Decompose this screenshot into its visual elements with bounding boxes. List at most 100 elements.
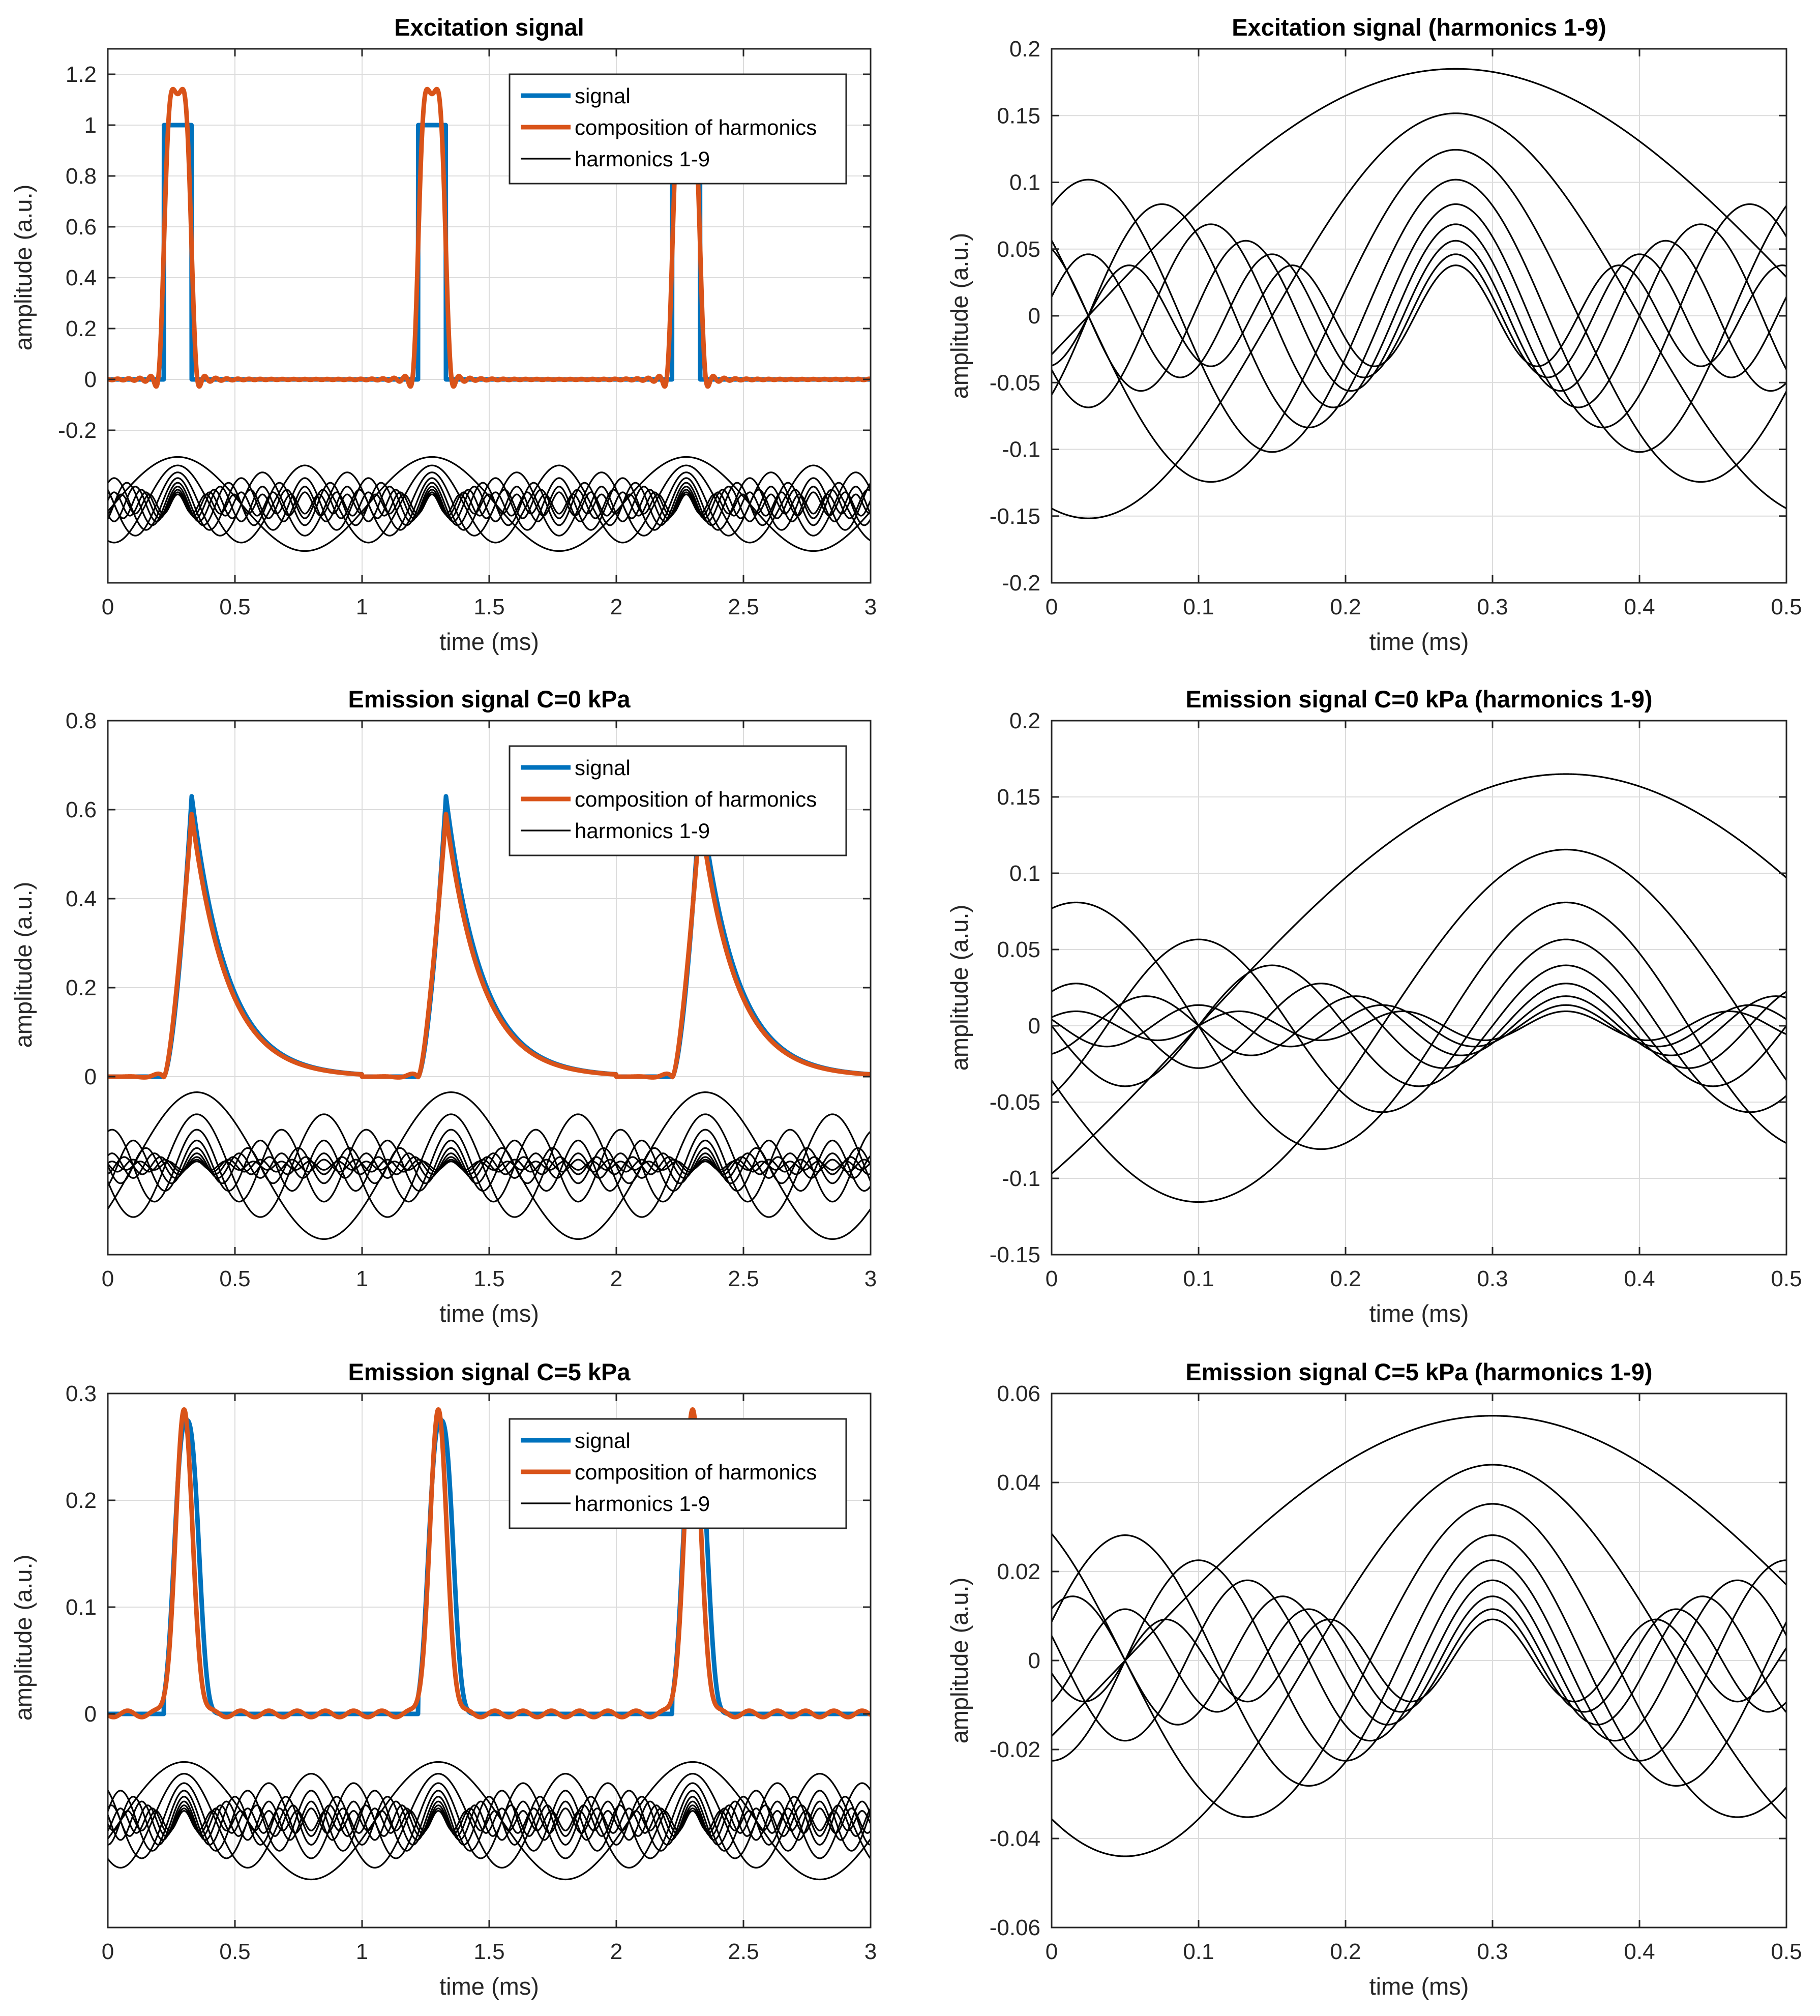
x-tick-label: 0.4 bbox=[1624, 595, 1655, 619]
harmonic-line-5 bbox=[1052, 1559, 1786, 1762]
legend-entry-3: harmonics 1-9 bbox=[575, 147, 710, 171]
harmonic-line-7 bbox=[1052, 1595, 1786, 1726]
legend: signal composition of harmonics harmonics … bbox=[509, 745, 847, 856]
x-tick-label: 0.4 bbox=[1624, 1266, 1655, 1291]
series-group bbox=[1052, 68, 1786, 519]
harmonic-line-2 bbox=[108, 1113, 871, 1218]
x-tick-label: 0.1 bbox=[1183, 1939, 1214, 1964]
y-tick-label: 0.05 bbox=[997, 937, 1040, 962]
x-tick-label: 0.3 bbox=[1477, 1266, 1508, 1291]
harmonic-line-1 bbox=[1052, 773, 1786, 1175]
legend-entry-2: composition of harmonics bbox=[575, 787, 817, 811]
harmonic-line-1 bbox=[1052, 68, 1786, 355]
y-axis-label: amplitude (a.u.) bbox=[946, 233, 973, 399]
harmonic-line-2 bbox=[1052, 112, 1786, 519]
harmonic-line-5 bbox=[108, 1796, 871, 1846]
y-tick-label: 0.1 bbox=[1009, 861, 1040, 886]
harmonic-line-9 bbox=[1052, 264, 1786, 367]
x-tick-label: 0 bbox=[1046, 1266, 1058, 1291]
x-axis-label: time (ms) bbox=[439, 1300, 539, 1327]
harmonic-line-7 bbox=[108, 489, 871, 519]
harmonic-line-6 bbox=[108, 486, 871, 522]
y-tick-label: -0.15 bbox=[990, 1242, 1040, 1267]
y-tick-label: -0.06 bbox=[990, 1915, 1040, 1940]
x-tick-label: 0.3 bbox=[1477, 595, 1508, 619]
legend-entry-1: signal bbox=[575, 756, 631, 780]
x-tick-label: 0.5 bbox=[219, 1266, 250, 1291]
x-tick-label: 1.5 bbox=[473, 1266, 504, 1291]
chart-title: Emission signal C=0 kPa (harmonics 1-9) bbox=[1185, 686, 1652, 713]
y-tick-label: 0 bbox=[84, 1064, 97, 1089]
x-tick-label: 2.5 bbox=[728, 595, 759, 619]
chart-6: 0 0.1 0.2 0.3 0.4 0.5 -0.06 -0.04 -0.02 0 0.02 0.04… bbox=[946, 1358, 1802, 2000]
chart-2: 0 0.1 0.2 0.3 0.4 0.5 -0.2 -0.15 -0.1 -0.05 0 0.05 0… bbox=[946, 14, 1802, 655]
series-group bbox=[1052, 1415, 1786, 1857]
y-tick-label: 0.2 bbox=[1009, 708, 1040, 733]
x-tick-label: 0.2 bbox=[1330, 1939, 1361, 1964]
chart-title: Emission signal C=0 kPa bbox=[348, 686, 631, 713]
harmonic-line-3 bbox=[108, 471, 871, 537]
harmonic-line-4 bbox=[1052, 938, 1786, 1113]
y-tick-label: 0.2 bbox=[66, 1488, 97, 1513]
harmonic-line-4 bbox=[108, 477, 871, 531]
y-tick-label: 0.15 bbox=[997, 785, 1040, 810]
x-tick-label: 0 bbox=[1046, 595, 1058, 619]
harmonic-line-7 bbox=[108, 1804, 871, 1837]
y-axis-label: amplitude (a.u.) bbox=[946, 1578, 973, 1744]
x-tick-label: 0.3 bbox=[1477, 1939, 1508, 1964]
y-tick-label: -0.02 bbox=[990, 1737, 1040, 1762]
y-tick-label: 0.2 bbox=[1009, 37, 1040, 62]
harmonic-line-9 bbox=[108, 1161, 871, 1171]
chart-4: 0 0.1 0.2 0.3 0.4 0.5 -0.15 -0.1 -0.05 0 0.05 0.1 0.… bbox=[946, 686, 1802, 1327]
y-tick-label: -0.1 bbox=[1002, 1166, 1040, 1191]
y-axis-label: amplitude (a.u.) bbox=[10, 185, 37, 351]
y-tick-label: -0.05 bbox=[990, 370, 1040, 395]
harmonic-line-1 bbox=[108, 1091, 871, 1240]
x-axis-label: time (ms) bbox=[1369, 1300, 1469, 1327]
y-tick-label: 0.02 bbox=[997, 1559, 1040, 1584]
chart-title: Excitation signal bbox=[394, 14, 584, 41]
y-tick-label: 0 bbox=[1028, 304, 1040, 329]
x-axis-label: time (ms) bbox=[439, 1973, 539, 2000]
y-tick-label: 0.04 bbox=[997, 1470, 1040, 1495]
x-tick-label: 2.5 bbox=[728, 1266, 759, 1291]
y-tick-label: -0.15 bbox=[990, 504, 1040, 529]
x-tick-label: 1 bbox=[356, 1939, 368, 1964]
harmonic-line-8 bbox=[1052, 1004, 1786, 1048]
harmonic-line-2 bbox=[1052, 848, 1786, 1203]
chart-3: 0 0.5 1 1.5 2 2.5 3 0 0.2 0.4 0.6 0.8 Emission signa… bbox=[10, 686, 877, 1327]
chart-1: 0 0.5 1 1.5 2 2.5 3 -0.2 0 0.2 0.4 0.6 0.8 1 1.2 Excita… bbox=[10, 14, 877, 655]
x-tick-label: 3 bbox=[864, 1266, 877, 1291]
y-tick-label: 1.2 bbox=[66, 62, 97, 87]
y-tick-label: 0.1 bbox=[66, 1595, 97, 1620]
y-axis-label: amplitude (a.u.) bbox=[10, 1555, 37, 1721]
harmonic-line-9 bbox=[1052, 1010, 1786, 1042]
harmonic-line-4 bbox=[1052, 1534, 1786, 1787]
chart-title: Excitation signal (harmonics 1-9) bbox=[1232, 14, 1606, 41]
harmonic-line-1 bbox=[108, 456, 871, 552]
harmonic-line-4 bbox=[108, 1139, 871, 1192]
harmonic-line-9 bbox=[1052, 1618, 1786, 1703]
harmonic-line-3 bbox=[1052, 149, 1786, 483]
x-tick-label: 0 bbox=[1046, 1939, 1058, 1964]
x-tick-label: 2 bbox=[610, 1939, 622, 1964]
x-tick-label: 1.5 bbox=[473, 1939, 504, 1964]
y-tick-label: 0.1 bbox=[1009, 170, 1040, 195]
y-tick-label: -0.2 bbox=[1002, 571, 1040, 596]
harmonic-line-5 bbox=[108, 1147, 871, 1184]
harmonic-line-3 bbox=[1052, 1503, 1786, 1818]
harmonic-line-1 bbox=[108, 1761, 871, 1881]
harmonic-line-5 bbox=[1052, 964, 1786, 1087]
harmonic-line-7 bbox=[1052, 240, 1786, 392]
x-tick-label: 0.1 bbox=[1183, 595, 1214, 619]
x-tick-label: 3 bbox=[864, 1939, 877, 1964]
x-axis-label: time (ms) bbox=[1369, 628, 1469, 655]
harmonic-line-2 bbox=[108, 464, 871, 544]
composition-line bbox=[108, 812, 871, 1080]
x-tick-label: 0 bbox=[102, 1266, 114, 1291]
y-tick-label: -0.05 bbox=[990, 1090, 1040, 1115]
legend: signal composition of harmonics harmonics … bbox=[509, 1418, 847, 1529]
harmonic-line-6 bbox=[108, 1800, 871, 1841]
harmonic-line-6 bbox=[1052, 983, 1786, 1069]
